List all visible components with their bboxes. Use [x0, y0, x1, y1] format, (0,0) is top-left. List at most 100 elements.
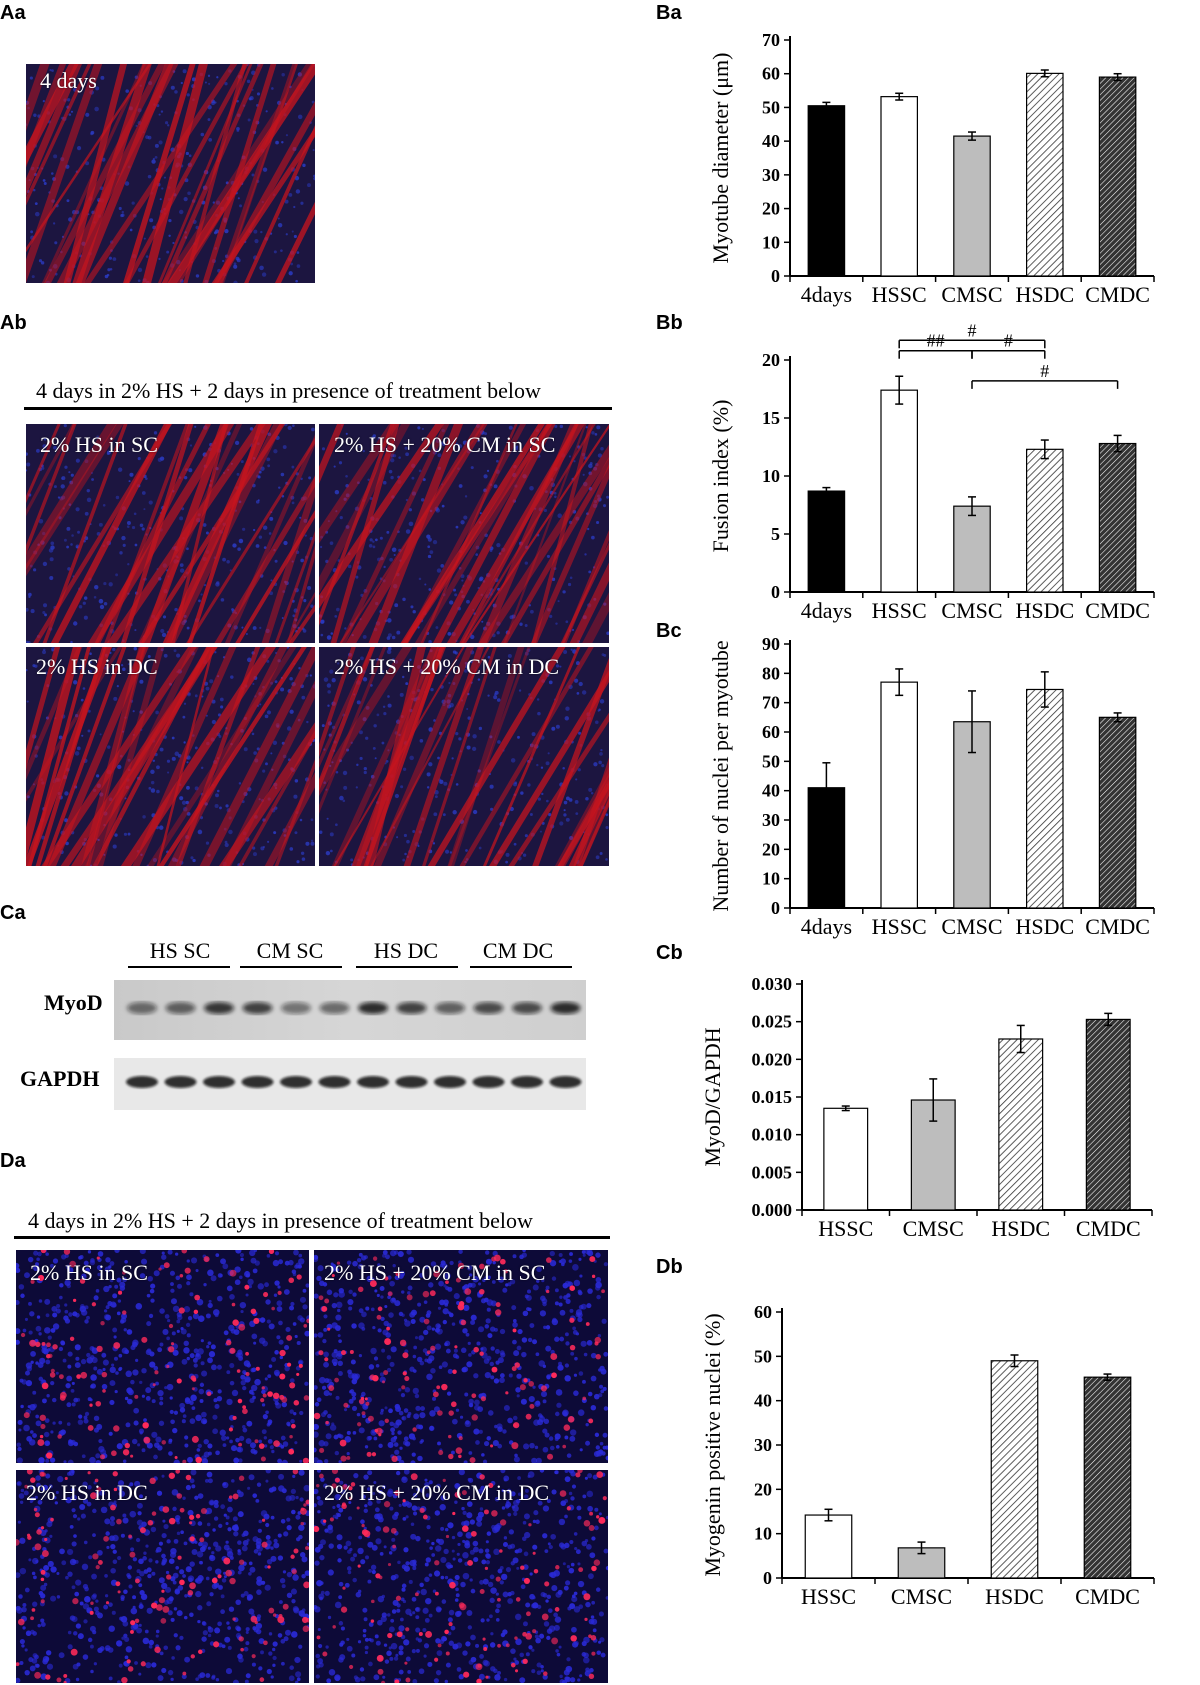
western-blot — [114, 980, 586, 1110]
bar-4days — [807, 105, 846, 277]
y-tick-label: 50 — [754, 1346, 772, 1366]
x-tick-label: CMDC — [1075, 1584, 1140, 1609]
y-tick-label: 0.025 — [752, 1012, 793, 1032]
y-tick-label: 0.005 — [752, 1162, 793, 1182]
y-tick-label: 50 — [762, 751, 780, 771]
gapdh-band — [241, 1076, 274, 1088]
y-tick-label: 90 — [762, 634, 780, 654]
x-tick-label: CMDC — [1085, 598, 1150, 623]
bar-hssc — [804, 1514, 853, 1579]
panel-ab-banner: 4 days in 2% HS + 2 days in presence of … — [36, 378, 541, 403]
y-tick-label: 0.020 — [752, 1049, 793, 1069]
nuclei-myogenin-positive — [314, 1254, 605, 1463]
myotube-fibers — [319, 424, 609, 643]
micrograph-da-1 — [16, 1250, 309, 1463]
bar-hssc — [880, 96, 919, 277]
gapdh-band — [472, 1076, 505, 1088]
y-tick-label: 0 — [771, 582, 780, 602]
micrograph-da-1-caption: 2% HS in SC — [30, 1260, 148, 1285]
y-tick-label: 30 — [762, 165, 780, 185]
gapdh-band — [434, 1076, 466, 1088]
micrograph-ab-2-caption: 2% HS + 20% CM in SC — [334, 432, 556, 457]
myod-band — [435, 1002, 465, 1014]
x-tick-label: HSSC — [801, 1584, 856, 1609]
nuclei-texture — [319, 647, 609, 866]
bar-4days — [807, 490, 846, 593]
panel-label-Da: Da — [0, 1150, 26, 1172]
myod-band — [242, 1002, 273, 1014]
blot-group-1-line — [128, 966, 230, 968]
panel-label-Ba: Ba — [656, 2, 682, 24]
y-tick-label: 40 — [762, 131, 780, 151]
gapdh-band — [126, 1076, 158, 1088]
significance-mark: # — [1040, 361, 1049, 381]
y-tick-label: 0.030 — [752, 974, 793, 994]
x-tick-label: CMSC — [941, 282, 1002, 307]
myotube-fibers — [26, 647, 315, 866]
nuclei-blue — [314, 1250, 608, 1463]
myod-band — [550, 1002, 581, 1014]
gapdh-band — [549, 1076, 582, 1088]
y-tick-label: 20 — [762, 350, 780, 370]
bar-cmdc — [1098, 716, 1137, 909]
x-tick-label: HSDC — [985, 1584, 1044, 1609]
x-tick-label: 4days — [801, 914, 852, 939]
chart-myotube-diameter: 0 10 20 30 40 50 60 70 4days HSSC CMSC HSDC CMDC Myot… — [708, 30, 1155, 307]
gapdh-band — [280, 1076, 312, 1088]
y-tick-label: 0 — [763, 1568, 772, 1588]
panel-label-Db: Db — [656, 1256, 683, 1278]
bar-hssc — [880, 389, 919, 593]
micrograph-da-3 — [16, 1470, 309, 1683]
bar-cmdc — [1083, 1376, 1132, 1579]
x-tick-label: 4days — [801, 598, 852, 623]
x-tick-label: CMSC — [941, 914, 1002, 939]
myod-band — [473, 1002, 504, 1014]
y-tick-label: 20 — [754, 1479, 772, 1499]
micrograph-da-2-caption: 2% HS + 20% CM in SC — [324, 1260, 546, 1285]
micrograph-ab-1-caption: 2% HS in SC — [40, 432, 158, 457]
micrograph-ab-4 — [319, 647, 609, 866]
bar-hssc — [880, 681, 919, 909]
significance-bracket: # — [971, 331, 1046, 359]
micrograph-ab-3 — [26, 647, 315, 866]
gapdh-band — [395, 1076, 428, 1088]
significance-bracket: # — [898, 320, 1046, 349]
y-tick-label: 0.010 — [752, 1125, 793, 1145]
y-tick-label: 70 — [762, 693, 780, 713]
y-axis-label: Fusion index (%) — [708, 400, 733, 553]
y-tick-label: 30 — [762, 810, 780, 830]
blot-group-4: CM DC — [482, 938, 554, 963]
y-tick-label: 0.000 — [752, 1200, 793, 1220]
x-tick-label: CMSC — [891, 1584, 952, 1609]
bar-hsdc — [1026, 448, 1064, 593]
micrograph-ab-1 — [26, 424, 315, 643]
y-tick-label: 20 — [762, 199, 780, 219]
bar-hsdc — [1026, 72, 1064, 277]
y-tick-label: 10 — [762, 466, 780, 486]
panel-label-Cb: Cb — [656, 942, 683, 964]
y-tick-label: 40 — [762, 781, 780, 801]
x-tick-label: HSDC — [1015, 282, 1074, 307]
blot-group-4-line — [470, 966, 572, 968]
myod-band — [204, 1002, 234, 1014]
chart-myogenin-positive: 0 10 20 30 40 50 60 HSSC CMSC HSDC CMDC Myogenin po… — [700, 1302, 1155, 1609]
x-tick-label: CMDC — [1076, 1216, 1141, 1241]
myod-band — [281, 1002, 311, 1014]
y-tick-label: 5 — [771, 524, 780, 544]
y-axis-label: Myotube diameter (μm) — [708, 53, 733, 264]
y-tick-label: 15 — [762, 408, 780, 428]
myod-band — [165, 1002, 196, 1014]
nuclei-myogenin-positive — [20, 1250, 309, 1463]
micrograph-ab-4-caption: 2% HS + 20% CM in DC — [334, 654, 560, 679]
nuclei-myogenin-positive — [314, 1470, 607, 1683]
panel-label-Aa: Aa — [0, 2, 26, 24]
gapdh-band — [511, 1076, 543, 1088]
bar-hsdc — [998, 1038, 1044, 1211]
chart-myod-gapdh: 0.000 0.005 0.010 0.015 0.020 0.025 0.030 HSSC C… — [700, 974, 1153, 1241]
x-tick-label: CMSC — [903, 1216, 964, 1241]
nuclei-blue — [314, 1470, 608, 1683]
x-tick-label: HSSC — [872, 598, 927, 623]
myotube-fibers — [26, 64, 315, 283]
x-tick-label: HSDC — [1015, 598, 1074, 623]
blot-group-2-line — [240, 966, 342, 968]
